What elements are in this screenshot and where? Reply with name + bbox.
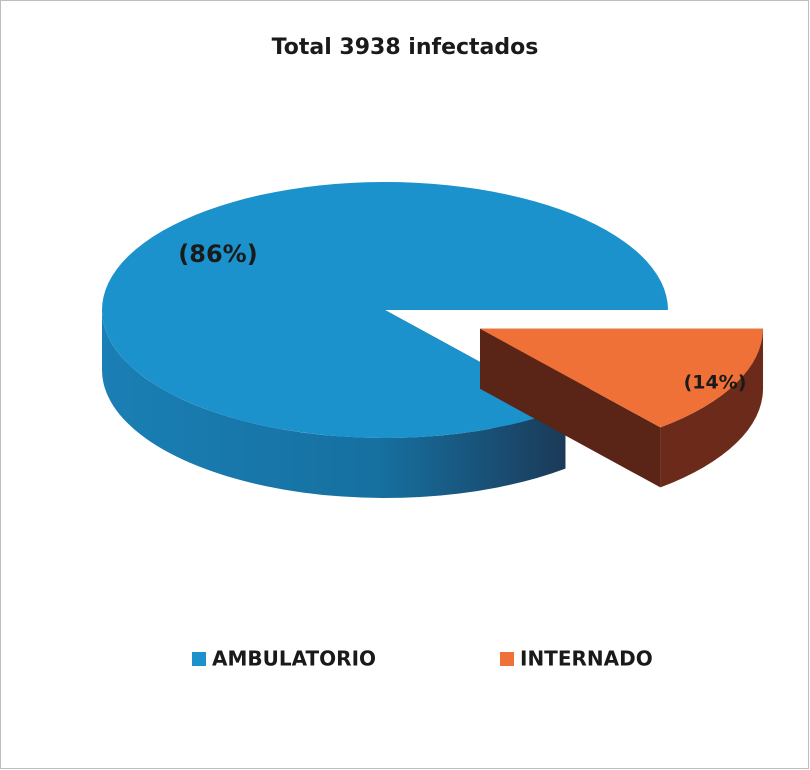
data-label: (14%) [684,372,747,394]
legend-swatch [192,652,206,666]
pie-slice [480,328,764,428]
legend-label: AMBULATORIO [212,647,376,671]
legend-swatch [500,652,514,666]
data-label: (86%) [178,240,257,268]
slice-side [102,310,566,498]
slice-side [660,328,764,488]
legend-label: INTERNADO [520,647,653,671]
pie-slice [101,182,668,438]
slice-wall [480,328,661,488]
chart-title: Total 3938 infectados [272,35,539,60]
